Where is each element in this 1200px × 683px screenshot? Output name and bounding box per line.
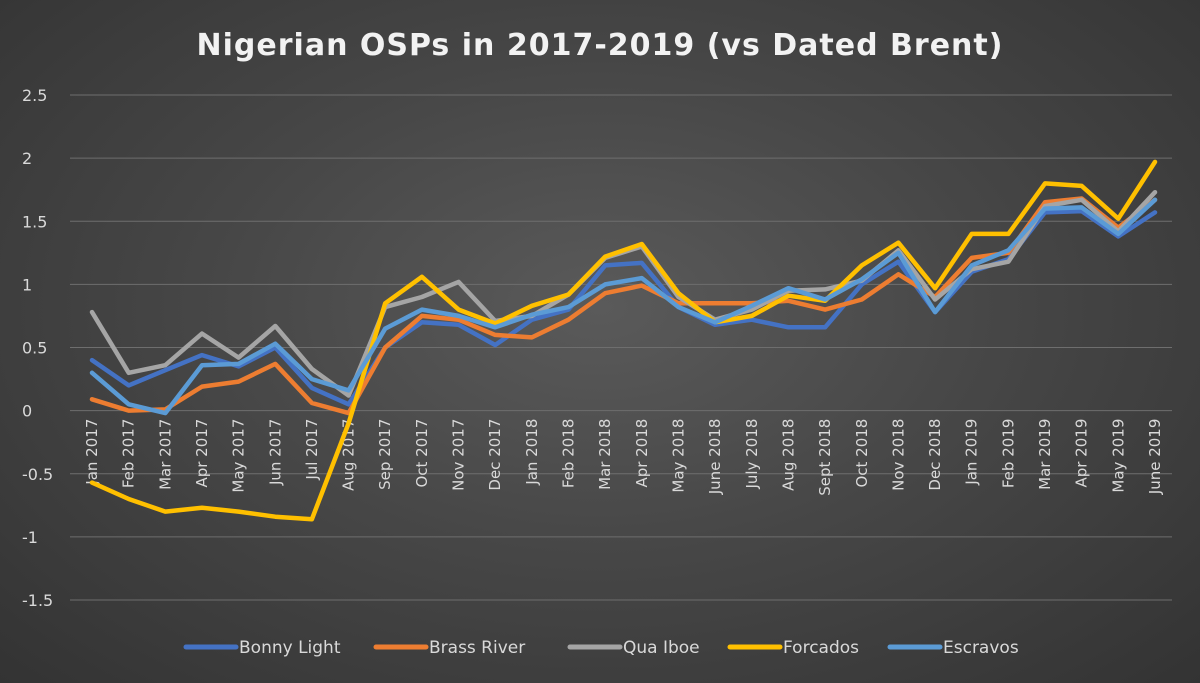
x-tick-label: Apr 2019 [1073,419,1091,488]
legend-item: Qua Iboe [567,638,700,658]
y-tick-label: 1.5 [22,212,47,231]
x-tick-label: June 2018 [706,419,724,496]
x-tick-label: Mar 2019 [1036,419,1054,490]
legend-label: Escravos [943,638,1019,658]
y-tick-label: -1.5 [22,591,53,610]
x-tick-label: Mar 2017 [156,419,174,490]
x-tick-label: Nov 2018 [889,419,907,491]
x-tick-label: Jan 2019 [963,419,981,486]
x-tick-label: May 2018 [669,419,687,493]
legend-label: Forcados [783,638,859,658]
series-line-qua-iboe [89,189,1158,398]
y-tick-label: -0.5 [22,465,53,484]
legend-item: Forcados [727,638,859,658]
x-tick-label: Nov 2017 [450,419,468,491]
x-tick-label: Dec 2017 [486,419,504,491]
series-line-forcados [89,159,1158,522]
legend: Bonny Light Brass River Qua Iboe Forcados Es… [183,638,1019,658]
x-tick-label: Jun 2017 [266,419,284,486]
x-tick-label: Feb 2017 [120,419,138,489]
gridlines [70,94,1172,601]
y-tick-label: 0.5 [22,339,47,358]
legend-label: Brass River [429,638,525,658]
chart-title: Nigerian OSPs in 2017-2019 (vs Dated Bre… [197,28,1004,63]
x-tick-label: Oct 2018 [853,419,871,488]
legend-item: Escravos [887,638,1019,658]
x-tick-label: Dec 2018 [926,419,944,491]
y-axis-ticks: 2.5 2 1.5 1 0.5 0 -0.5 -1 -1.5 [22,86,53,610]
series-lines [89,159,1158,522]
x-tick-label: Sep 2017 [376,419,394,490]
x-tick-label: Apr 2018 [633,419,651,488]
legend-item: Brass River [373,638,525,658]
x-tick-label: Feb 2019 [999,419,1017,489]
legend-label: Bonny Light [239,638,341,658]
x-tick-label: Feb 2018 [560,419,578,489]
legend-label: Qua Iboe [623,638,700,658]
x-tick-label: Aug 2018 [779,419,797,491]
series-line-brass-river [89,196,1158,416]
x-tick-label: June 2019 [1146,419,1164,496]
x-tick-label: Jan 2018 [523,419,541,486]
x-tick-label: Jan 2017 [83,419,101,486]
x-tick-label: Mar 2018 [596,419,614,490]
y-tick-label: -1 [22,528,38,547]
x-axis-ticks: Jan 2017 Feb 2017 Mar 2017 Apr 2017 May 2017… [83,419,1164,496]
x-tick-label: Oct 2017 [413,419,431,488]
y-tick-label: 0 [22,402,32,421]
x-tick-label: Sept 2018 [816,419,834,496]
legend-item: Bonny Light [183,638,341,658]
y-tick-label: 2.5 [22,86,47,105]
x-tick-label: July 2018 [743,419,761,490]
series-line-escravos [89,197,1158,416]
x-tick-label: Apr 2017 [193,419,211,488]
x-tick-label: May 2017 [230,419,248,493]
x-tick-label: Jul 2017 [303,419,321,481]
x-tick-label: May 2019 [1109,419,1127,493]
y-tick-label: 2 [22,149,32,168]
y-tick-label: 1 [22,275,32,294]
